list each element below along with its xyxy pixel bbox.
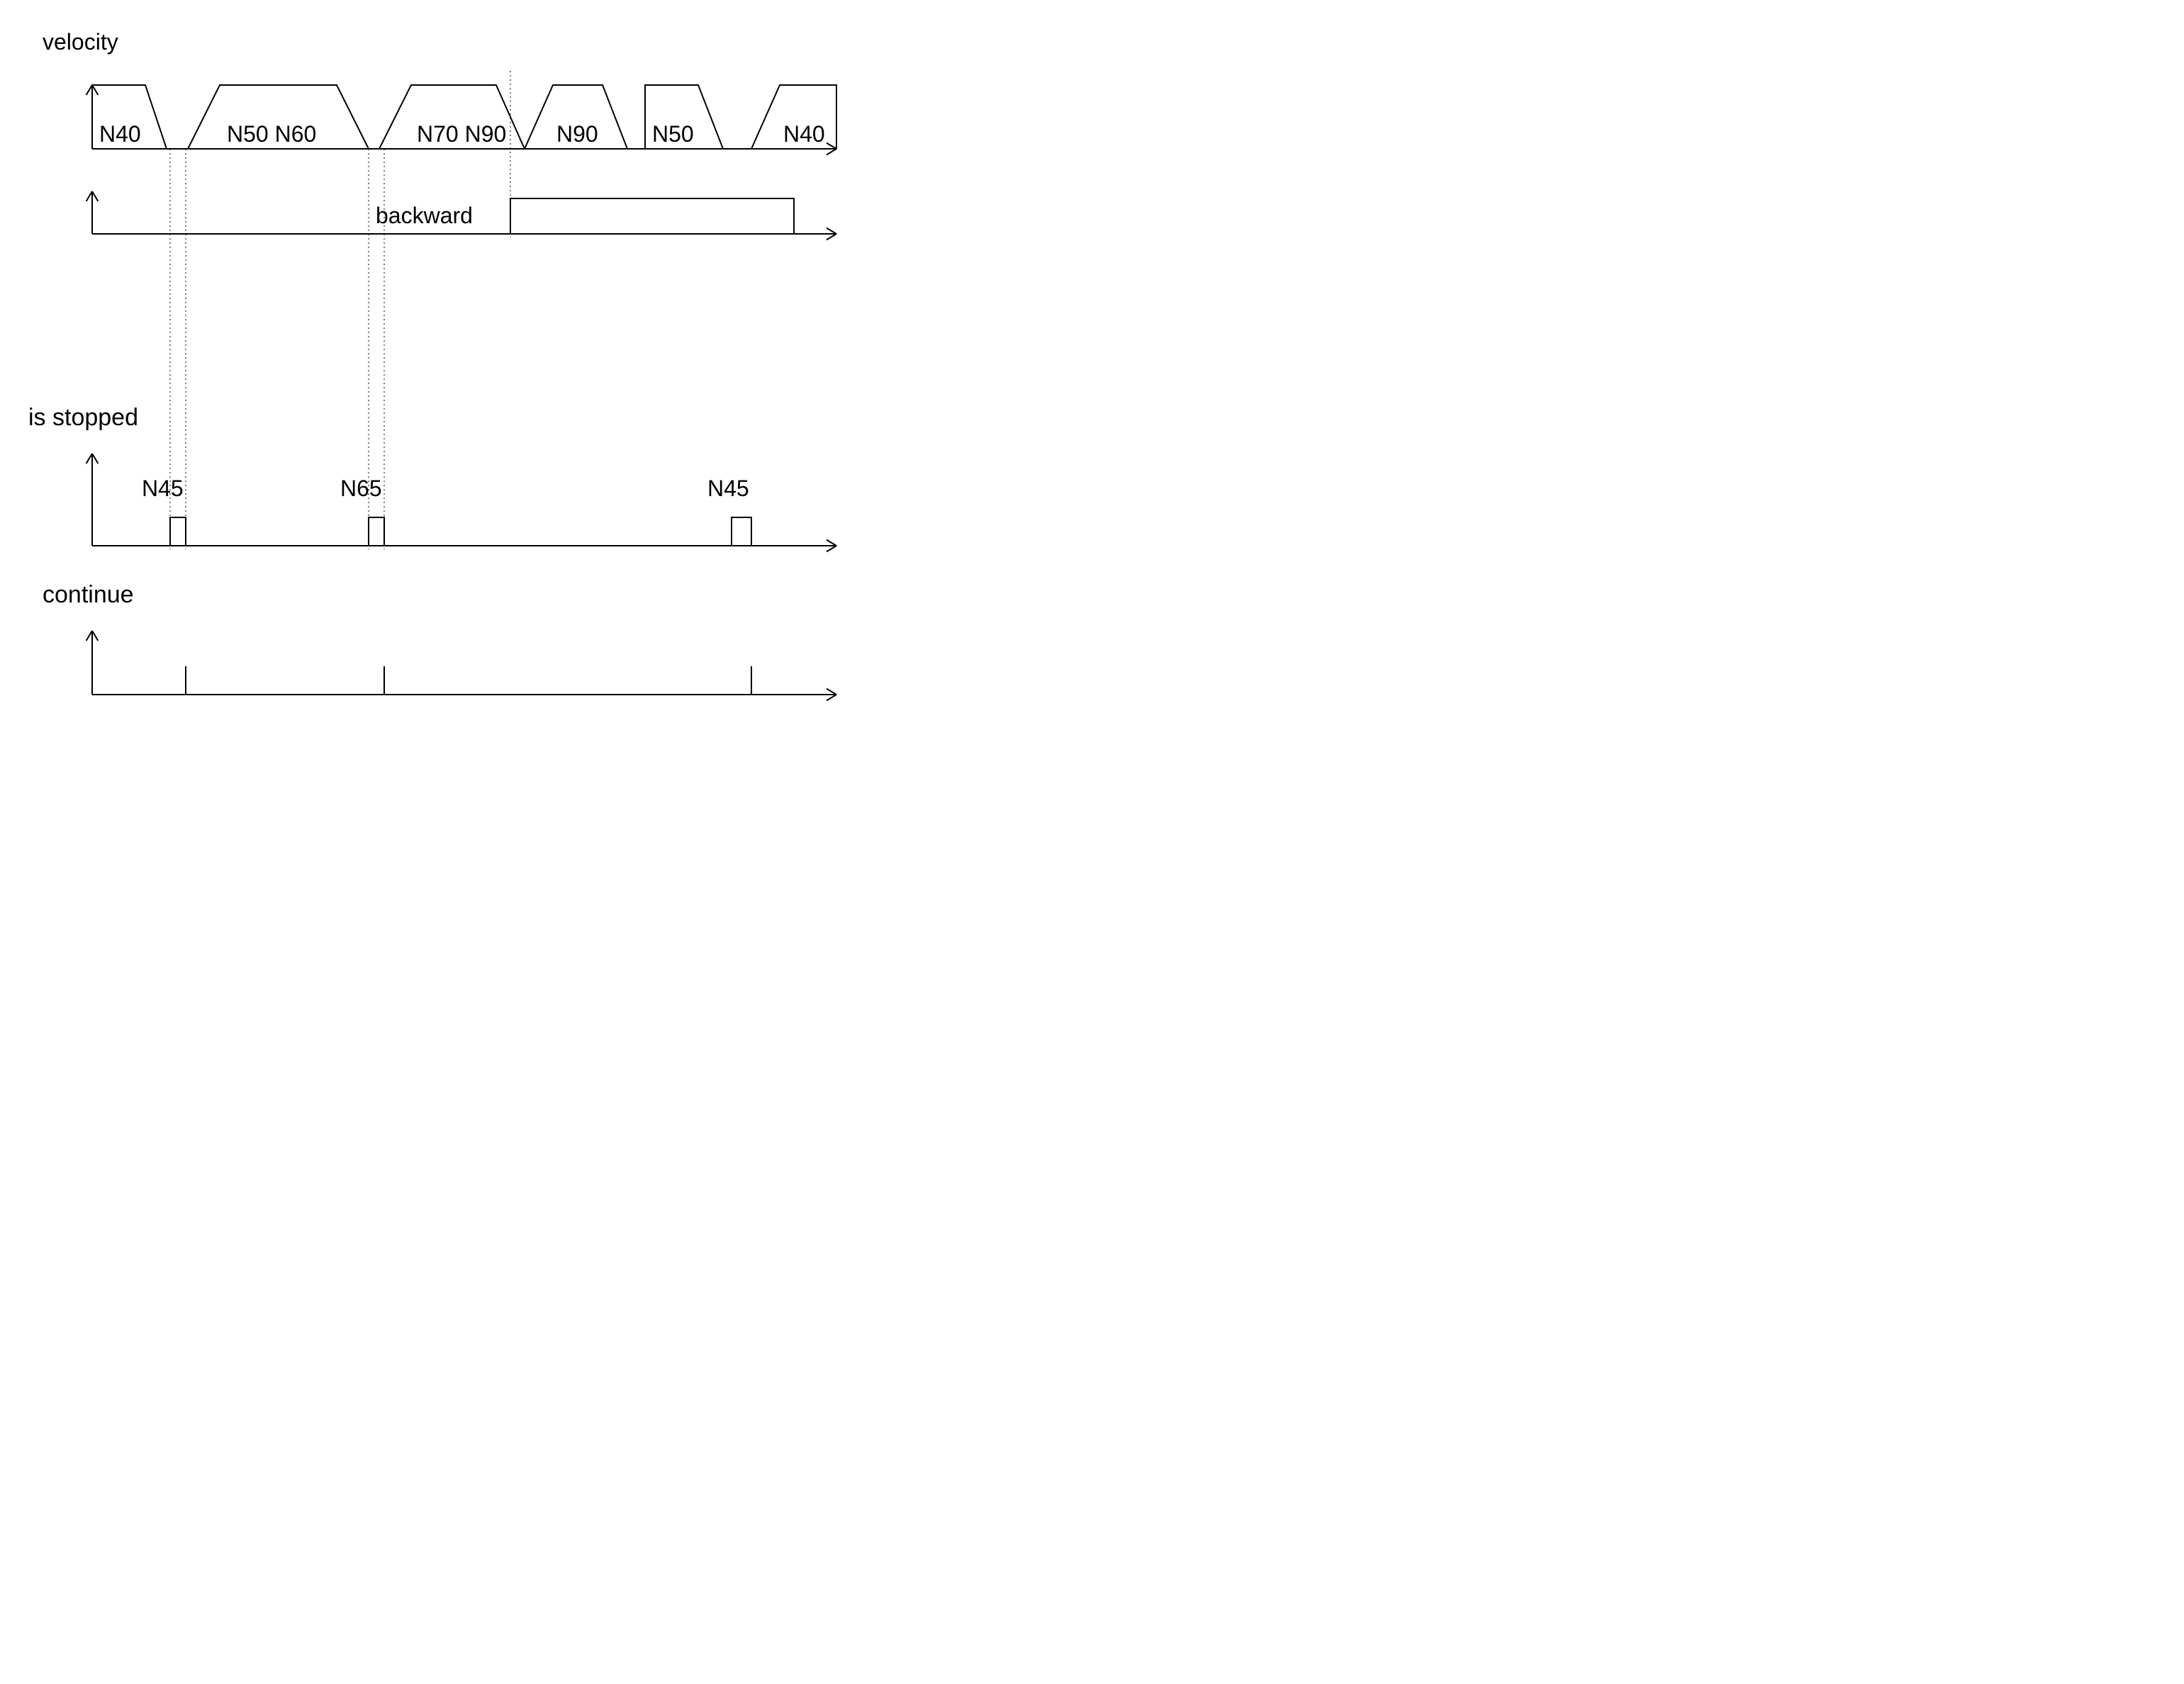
stopped-pulse	[369, 517, 384, 546]
velocity-block-label: N40	[783, 121, 825, 147]
velocity-block-label: N50	[652, 121, 694, 147]
stopped-pulse-label: N45	[142, 476, 184, 501]
stopped-pulse	[170, 517, 186, 546]
backward-step	[510, 198, 794, 234]
velocity-block-label: N50 N60	[227, 121, 316, 147]
backward-label: backward	[376, 203, 473, 228]
velocity-label: velocity	[43, 29, 118, 55]
velocity-block-label: N90	[556, 121, 598, 147]
velocity-block-label: N40	[99, 121, 141, 147]
stopped-pulse	[732, 517, 751, 546]
stopped-pulse-label: N45	[707, 476, 749, 501]
stopped-pulse-label: N65	[340, 476, 382, 501]
continue-label: continue	[43, 581, 134, 608]
velocity-block-label: N70 N90	[417, 121, 506, 147]
is-stopped-label: is stopped	[28, 404, 138, 431]
timing-diagram: velocity N40 N50 N60 N70 N90 N90 N50 N40 backwa…	[28, 28, 879, 723]
